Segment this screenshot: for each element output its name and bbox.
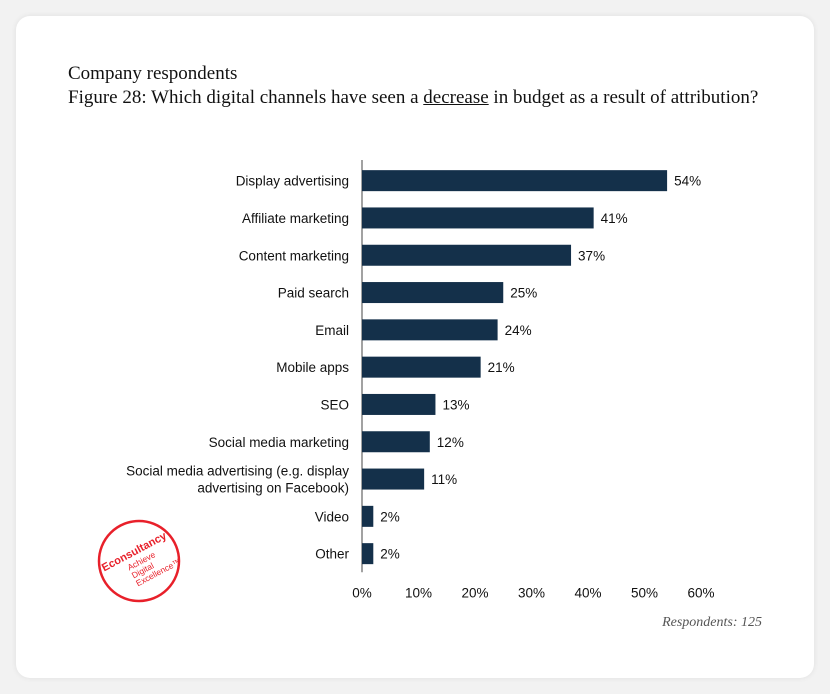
- bar: [362, 282, 504, 304]
- logo-ring: [97, 519, 181, 603]
- bar-value-label: 54%: [674, 174, 701, 189]
- econsultancy-logo: Econsultancy Achieve Digital Excellence™: [97, 519, 182, 603]
- x-tick-label: 60%: [687, 585, 714, 600]
- category-label: Content marketing: [239, 248, 349, 263]
- category-label: Social media advertising (e.g. display: [126, 464, 349, 479]
- respondents-note: Respondents: 125: [662, 615, 762, 630]
- bar-value-label: 24%: [505, 323, 532, 338]
- category-label: Other: [315, 547, 349, 562]
- chart-subtitle: Company respondents: [68, 63, 238, 84]
- chart-title: Figure 28: Which digital channels have s…: [68, 86, 768, 110]
- category-label: Social media marketing: [209, 435, 349, 450]
- chart-heading: Company respondents Figure 28: Which dig…: [68, 62, 768, 110]
- chart-title-part2: in budget as a result of attribution?: [488, 87, 759, 108]
- bar: [362, 505, 374, 527]
- bar: [362, 356, 481, 378]
- bar: [362, 543, 374, 565]
- bar: [362, 468, 425, 490]
- category-label: Mobile apps: [276, 360, 349, 375]
- x-tick-label: 50%: [631, 585, 658, 600]
- bar: [362, 170, 668, 192]
- chart-title-emphasis: decrease: [423, 87, 489, 108]
- category-label: Affiliate marketing: [242, 211, 349, 226]
- x-tick-label: 40%: [574, 585, 601, 600]
- bar-value-label: 12%: [437, 435, 464, 450]
- x-tick-label: 30%: [518, 585, 545, 600]
- bar: [362, 393, 436, 415]
- bar: [362, 431, 430, 453]
- bar-value-label: 2%: [380, 547, 400, 562]
- bar: [362, 319, 498, 341]
- bar-value-label: 2%: [380, 509, 400, 524]
- category-label: Video: [315, 509, 349, 524]
- bar-value-label: 21%: [488, 360, 515, 375]
- bar-value-label: 37%: [578, 248, 605, 263]
- bar-value-label: 13%: [442, 397, 469, 412]
- bar-value-label: 41%: [601, 211, 628, 226]
- bar: [362, 244, 572, 266]
- chart-title-part1: Figure 28: Which digital channels have s…: [68, 87, 424, 108]
- x-tick-label: 10%: [405, 585, 432, 600]
- x-tick-label: 0%: [352, 585, 372, 600]
- category-label: Display advertising: [236, 174, 349, 189]
- chart-card: [16, 16, 814, 678]
- bar: [362, 207, 594, 229]
- category-label: advertising on Facebook): [197, 481, 349, 496]
- x-tick-label: 20%: [461, 585, 488, 600]
- category-label: Paid search: [278, 286, 349, 301]
- category-label: Email: [315, 323, 349, 338]
- bar-value-label: 11%: [431, 472, 457, 487]
- category-label: SEO: [320, 397, 349, 412]
- bar-value-label: 25%: [510, 286, 537, 301]
